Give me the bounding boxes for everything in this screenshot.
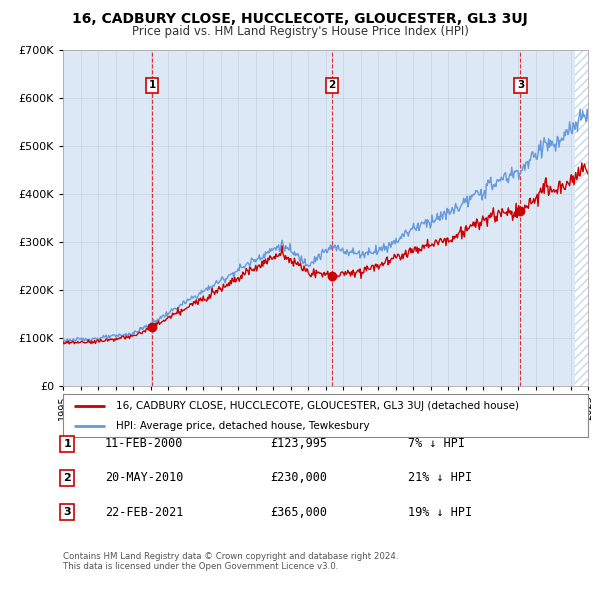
Text: 2: 2 bbox=[64, 473, 71, 483]
Text: 20-MAY-2010: 20-MAY-2010 bbox=[105, 471, 184, 484]
Text: £123,995: £123,995 bbox=[270, 437, 327, 450]
Text: 16, CADBURY CLOSE, HUCCLECOTE, GLOUCESTER, GL3 3UJ: 16, CADBURY CLOSE, HUCCLECOTE, GLOUCESTE… bbox=[72, 12, 528, 26]
Text: 1: 1 bbox=[64, 439, 71, 448]
Text: Contains HM Land Registry data © Crown copyright and database right 2024.
This d: Contains HM Land Registry data © Crown c… bbox=[63, 552, 398, 571]
Text: 16, CADBURY CLOSE, HUCCLECOTE, GLOUCESTER, GL3 3UJ (detached house): 16, CADBURY CLOSE, HUCCLECOTE, GLOUCESTE… bbox=[115, 401, 518, 411]
Text: 11-FEB-2000: 11-FEB-2000 bbox=[105, 437, 184, 450]
Text: HPI: Average price, detached house, Tewkesbury: HPI: Average price, detached house, Tewk… bbox=[115, 421, 369, 431]
Text: 3: 3 bbox=[64, 507, 71, 517]
Text: Price paid vs. HM Land Registry's House Price Index (HPI): Price paid vs. HM Land Registry's House … bbox=[131, 25, 469, 38]
Text: 19% ↓ HPI: 19% ↓ HPI bbox=[408, 506, 472, 519]
Text: 3: 3 bbox=[517, 80, 524, 90]
Text: £230,000: £230,000 bbox=[270, 471, 327, 484]
Text: 1: 1 bbox=[149, 80, 156, 90]
Text: 2: 2 bbox=[328, 80, 335, 90]
Text: 21% ↓ HPI: 21% ↓ HPI bbox=[408, 471, 472, 484]
Text: 7% ↓ HPI: 7% ↓ HPI bbox=[408, 437, 465, 450]
Text: 22-FEB-2021: 22-FEB-2021 bbox=[105, 506, 184, 519]
Text: £365,000: £365,000 bbox=[270, 506, 327, 519]
